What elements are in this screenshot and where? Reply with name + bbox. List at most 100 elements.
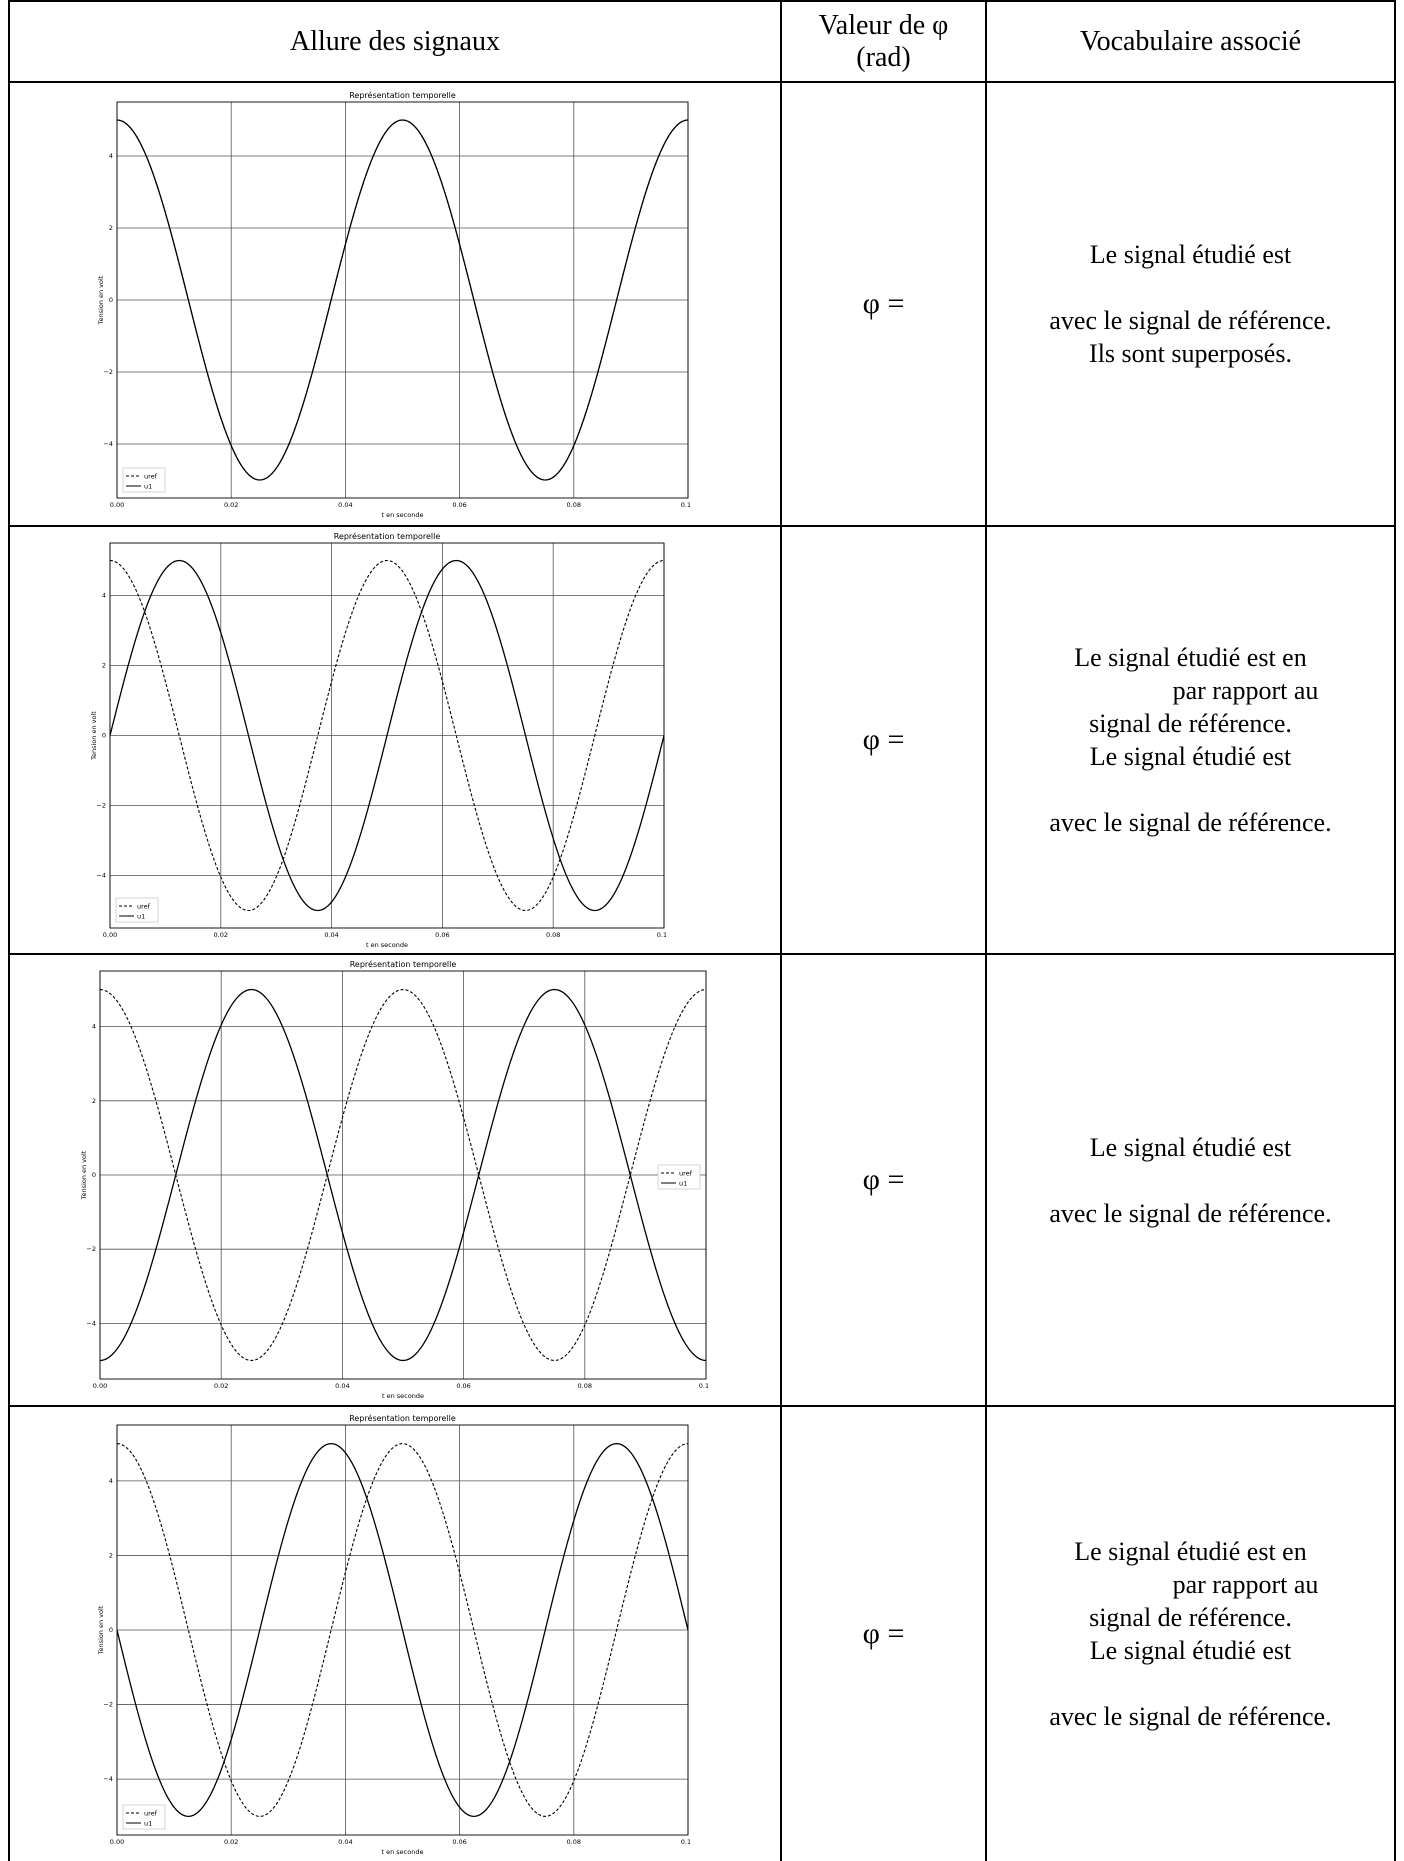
- x-axis-label: t en seconde: [382, 1848, 424, 1856]
- header-signals: Allure des signaux: [10, 2, 780, 81]
- x-tick-label: 0.04: [338, 1838, 352, 1846]
- y-tick-label: −2: [103, 1701, 113, 1709]
- vocab-cell-row-3: Le signal étudié est avec le signal de r…: [987, 955, 1394, 1405]
- legend-label-u1: u1: [679, 1180, 687, 1188]
- x-tick-label: 0.04: [324, 931, 338, 939]
- y-tick-label: 0: [109, 296, 113, 304]
- table-divider-col2: [985, 0, 987, 1861]
- y-tick-label: −2: [86, 1245, 96, 1253]
- series-line-u1: [116, 1442, 689, 1818]
- table-border-top: [8, 0, 1396, 2]
- y-tick-label: 2: [102, 662, 106, 670]
- y-tick-label: 0: [109, 1626, 113, 1634]
- table-row-divider-2: [8, 953, 1396, 955]
- table-divider-col1: [780, 0, 782, 1861]
- y-tick-label: −2: [103, 368, 113, 376]
- x-tick-label: 0.02: [214, 931, 228, 939]
- vocab-line: avec le signal de référence.: [1049, 306, 1332, 335]
- series-line-uref: [116, 1443, 689, 1817]
- legend-box: [115, 897, 159, 923]
- phi-value-row-3: φ =: [862, 1163, 905, 1196]
- x-tick-label: 0.06: [452, 1838, 466, 1846]
- chart-title: Représentation temporelle: [349, 90, 456, 100]
- chart-row-4: Représentation temporelle 0.00 0.02 0.04 0.0…: [97, 1413, 690, 1856]
- table-row-divider-3: [8, 1405, 1396, 1407]
- legend-label-uref: uref: [144, 1810, 158, 1818]
- chart-row-3: Représentation temporelle 0.00 0.02 0.04 0.0…: [80, 959, 708, 1400]
- y-tick-label: 2: [109, 1551, 113, 1559]
- x-tick-label: 0.00: [110, 501, 124, 509]
- y-tick-label: 4: [109, 1477, 113, 1485]
- vocab-line: Le signal étudié est: [1089, 240, 1292, 269]
- phi-value-row-2: φ =: [862, 723, 905, 756]
- x-tick-label: 0.10: [699, 1382, 708, 1390]
- chart-title: Représentation temporelle: [334, 531, 441, 541]
- vocab-cell-row-2: Le signal étudié est en par rapport au s…: [987, 527, 1394, 953]
- x-tick-label: 0.00: [110, 1838, 124, 1846]
- header-signals-label: Allure des signaux: [290, 25, 500, 57]
- series-line-uref: [109, 559, 665, 912]
- x-tick-label: 0.10: [681, 1838, 690, 1846]
- x-tick-label: 0.06: [456, 1382, 470, 1390]
- header-vocabulary: Vocabulaire associé: [987, 2, 1394, 81]
- vocab-line: avec le signal de référence.: [1049, 1198, 1332, 1228]
- chart-row-1: Représentation temporelle 0.00 0.02 0.04 0.0…: [97, 90, 690, 519]
- y-tick-label: 4: [102, 592, 106, 600]
- phi-value-row-4: φ =: [862, 1617, 905, 1650]
- vocab-line: Le signal étudié est: [1089, 1636, 1292, 1665]
- legend-label-uref: uref: [137, 903, 151, 911]
- series-line-u1: [116, 119, 689, 481]
- x-tick-label: 0.06: [452, 501, 466, 509]
- x-tick-label: 0.06: [435, 931, 449, 939]
- vocab-line: Le signal étudié est en: [1074, 643, 1307, 672]
- legend-box: [122, 467, 166, 493]
- vocab-line: Le signal étudié est: [1089, 742, 1292, 771]
- vocab-cell-row-1: Le signal étudié est avec le signal de r…: [987, 83, 1394, 525]
- plot-frame: [99, 970, 707, 1380]
- y-tick-label: −4: [103, 1775, 113, 1783]
- y-axis-label: Tension en volt: [80, 1150, 88, 1200]
- vocab-line: signal de référence.: [1089, 709, 1292, 738]
- y-tick-label: −4: [86, 1319, 96, 1327]
- y-tick-label: −4: [96, 872, 106, 880]
- chart-title: Représentation temporelle: [350, 959, 457, 969]
- y-axis-label: Tension en volt: [97, 275, 105, 325]
- chart-title: Représentation temporelle: [349, 1413, 456, 1423]
- phi-cell-row-4: φ =: [782, 1407, 985, 1861]
- x-tick-label: 0.04: [335, 1382, 349, 1390]
- y-tick-label: −2: [96, 802, 106, 810]
- header-vocabulary-label: Vocabulaire associé: [1079, 25, 1302, 57]
- header-phi-unit: (rad): [856, 41, 911, 73]
- x-axis-label: t en seconde: [366, 941, 408, 949]
- y-tick-label: 0: [102, 732, 106, 740]
- table-row-divider-1: [8, 525, 1396, 527]
- y-tick-label: 4: [109, 152, 113, 160]
- x-axis-label: t en seconde: [382, 511, 424, 519]
- y-tick-label: 0: [92, 1171, 96, 1179]
- y-tick-label: −4: [103, 440, 113, 448]
- phi-cell-row-1: φ =: [782, 83, 985, 525]
- vocab-line: Le signal étudié est en: [1074, 1537, 1307, 1566]
- phi-cell-row-3: φ =: [782, 955, 985, 1405]
- header-phi-label: Valeur de φ: [818, 9, 949, 41]
- y-tick-label: 2: [92, 1097, 96, 1105]
- vocab-line: avec le signal de référence.: [1049, 1702, 1332, 1731]
- legend-box: [657, 1164, 701, 1190]
- chart-row-2: Représentation temporelle 0.00 0.02 0.04 0.0…: [90, 531, 666, 949]
- x-tick-label: 0.04: [338, 501, 352, 509]
- x-tick-label: 0.02: [224, 1838, 238, 1846]
- y-tick-label: 4: [92, 1023, 96, 1031]
- phi-value-row-1: φ =: [862, 287, 905, 320]
- table-border-right: [1394, 0, 1396, 1861]
- x-tick-label: 0.08: [567, 1838, 581, 1846]
- phi-cell-row-2: φ =: [782, 527, 985, 953]
- x-tick-label: 0.00: [93, 1382, 107, 1390]
- x-tick-label: 0.02: [214, 1382, 228, 1390]
- vocab-cell-row-4: Le signal étudié est en par rapport au s…: [987, 1407, 1394, 1861]
- x-tick-label: 0.10: [657, 931, 666, 939]
- series-line-u1: [109, 559, 665, 912]
- y-axis-label: Tension en volt: [97, 1605, 105, 1655]
- y-axis-label: Tension en volt: [90, 711, 98, 761]
- vocab-line: Le signal étudié est: [1089, 1132, 1292, 1162]
- x-tick-label: 0.00: [103, 931, 117, 939]
